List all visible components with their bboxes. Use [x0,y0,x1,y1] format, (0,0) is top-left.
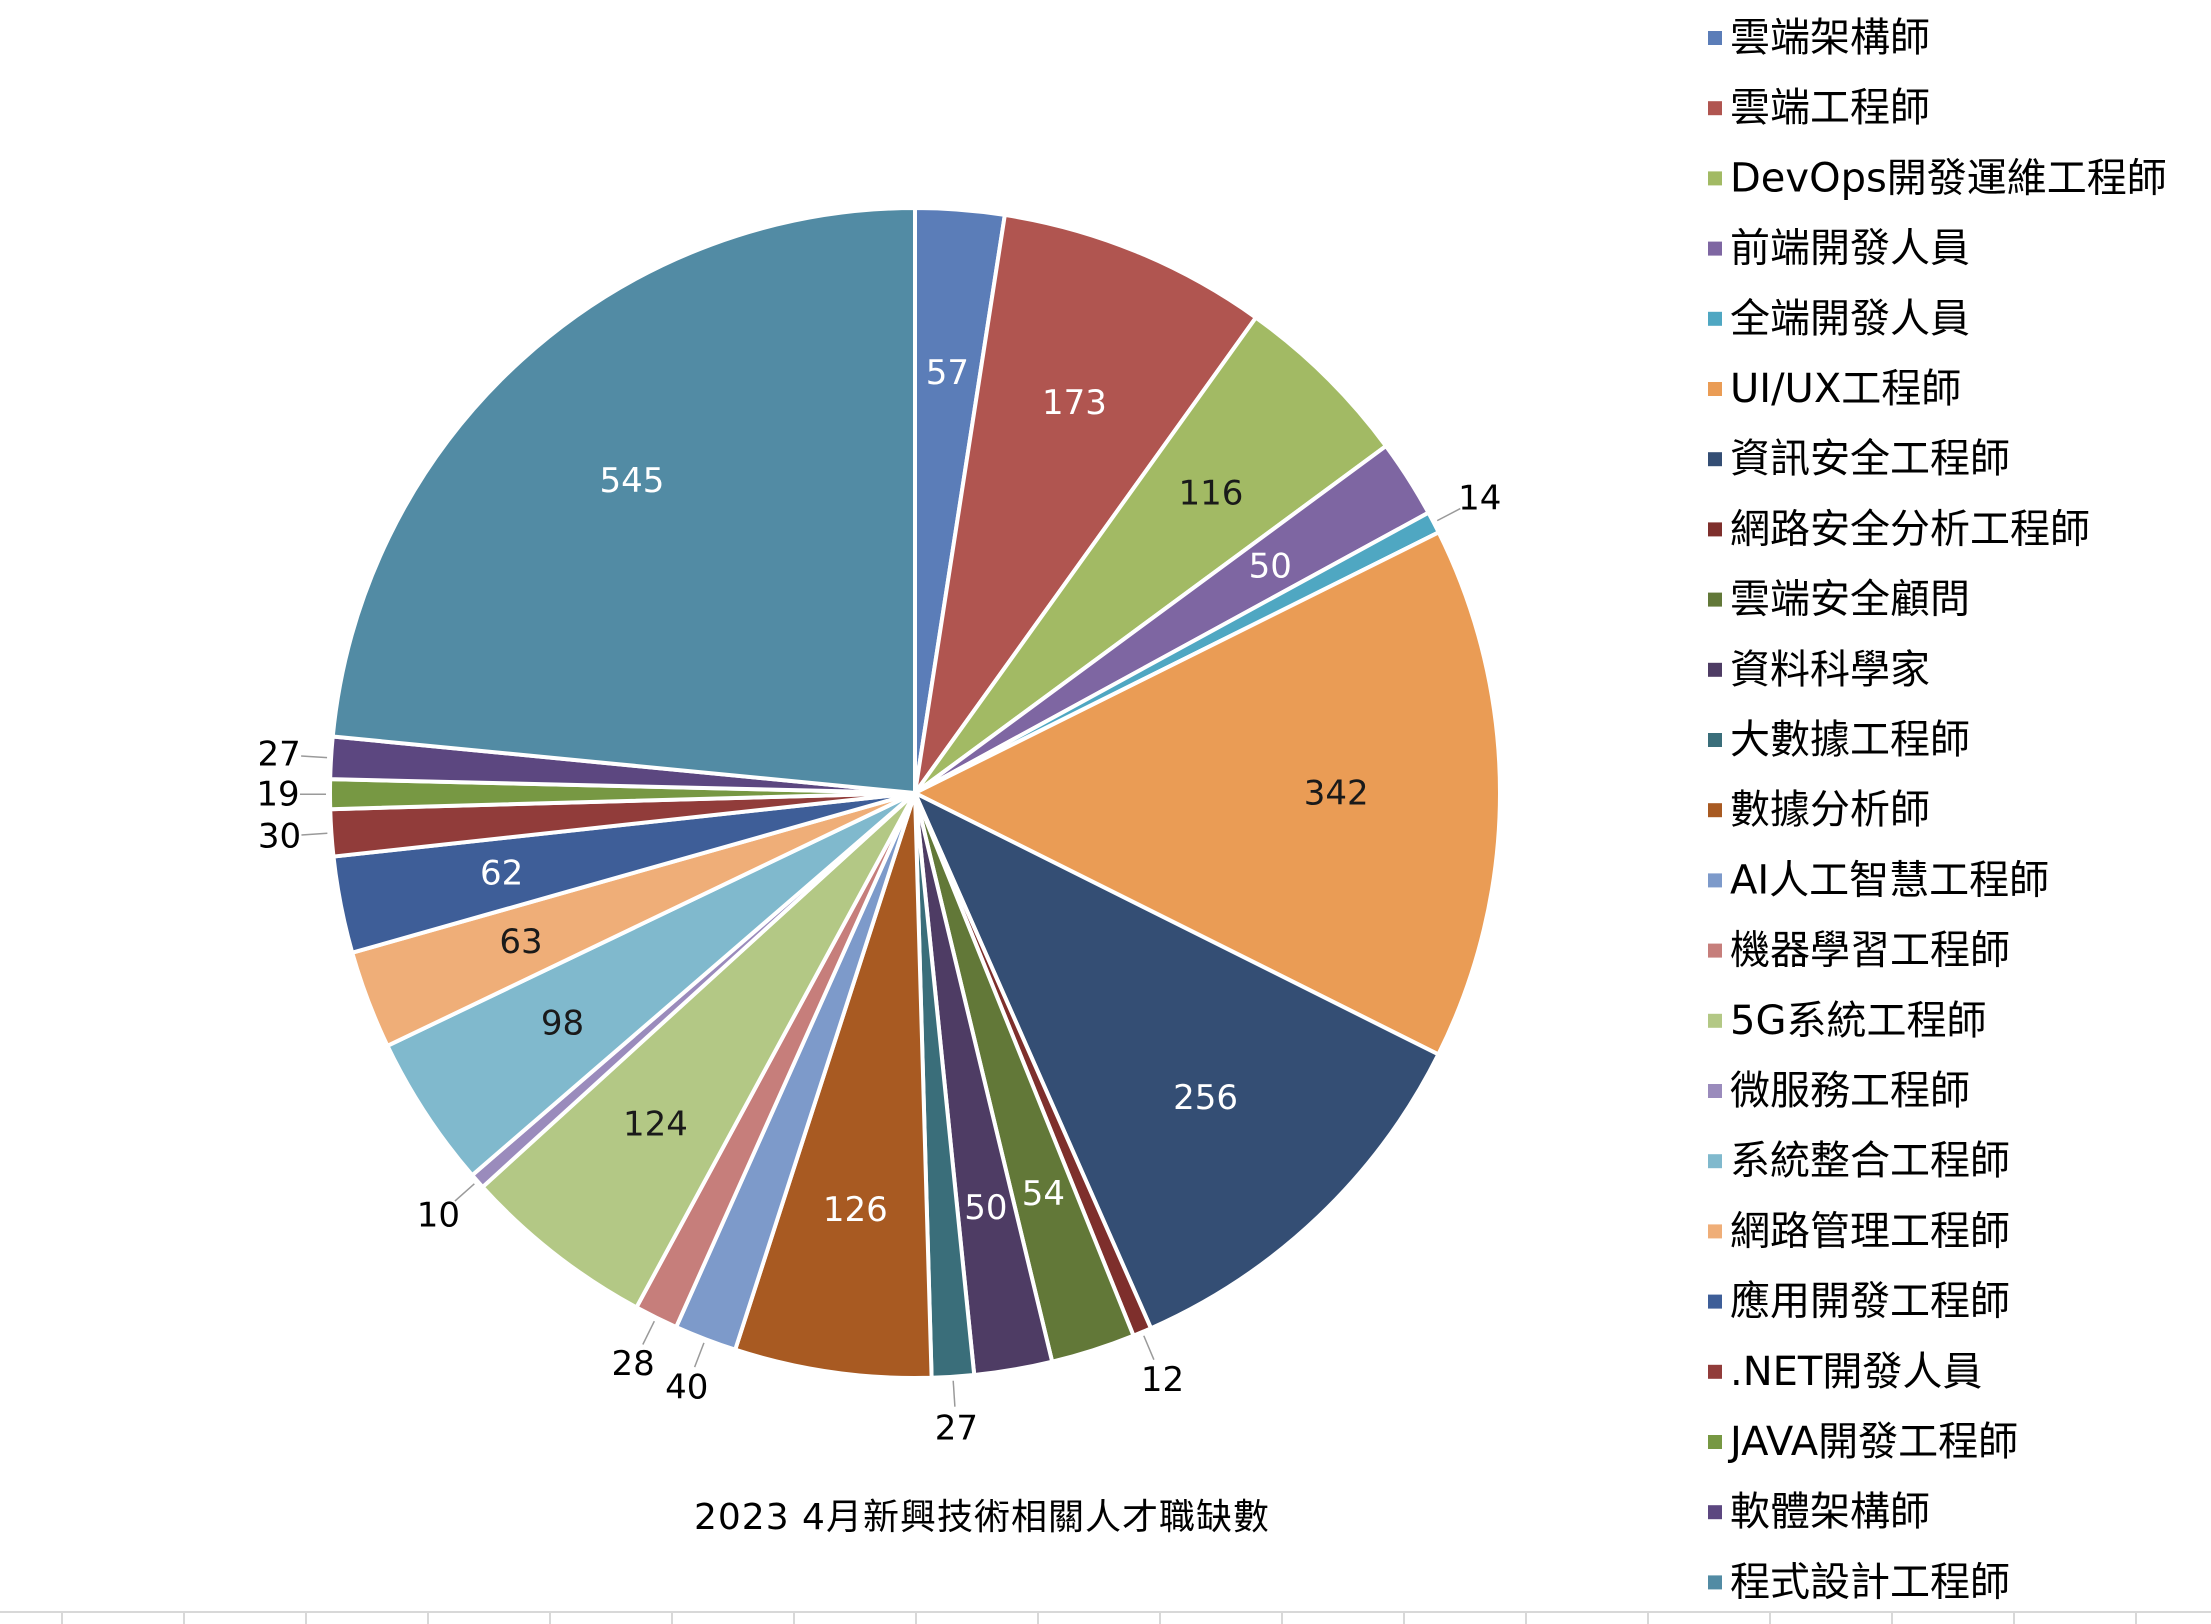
pie-slice-3 [913,315,1388,795]
legend-swatch-19 [1708,1294,1722,1309]
pie-slice-6 [913,530,1502,1057]
legend-label-2: 雲端工程師 [1730,85,1930,131]
leader-line-5 [1436,507,1461,522]
legend-swatch-17 [1708,1154,1722,1169]
leader-line-16 [454,1183,475,1202]
legend-label-14: 機器學習工程師 [1730,928,2010,974]
data-label-16: 10 [417,1196,460,1236]
legend-label-19: 應用開發工程師 [1730,1279,2010,1325]
spreadsheet-grid-strip [0,1611,2211,1624]
legend-label-16: 微服務工程師 [1730,1068,1970,1114]
legend-label-22: 軟體架構師 [1730,1489,1930,1535]
data-label-7: 256 [1173,1078,1238,1118]
legend-swatch-21 [1708,1435,1722,1449]
data-label-20: 30 [258,816,301,856]
legend-swatch-2 [1708,101,1722,116]
legend-label-9: 雲端安全顧問 [1730,577,1970,623]
data-label-2: 173 [1042,383,1107,423]
legend-label-13: AI人工智慧工程師 [1730,857,2049,903]
leader-line-11 [952,1380,956,1407]
leader-line-8 [1143,1335,1155,1360]
legend-label-5: 全端開發人員 [1730,296,1970,342]
pie-slice-15 [480,791,917,1310]
data-label-3: 116 [1178,473,1243,513]
data-label-19: 62 [480,854,523,894]
legend-label-8: 網路安全分析工程師 [1730,506,2090,552]
data-label-9: 54 [1022,1174,1065,1214]
legend-swatch-23 [1708,1575,1722,1590]
leader-line-22 [301,755,328,759]
leader-line-20 [301,832,328,836]
legend-swatch-14 [1708,943,1722,958]
legend-swatch-18 [1708,1224,1722,1239]
legend-label-21: JAVA開發工程師 [1727,1419,2018,1465]
pie-slices [328,206,1502,1380]
data-label-15: 124 [623,1105,688,1145]
legend-swatch-20 [1708,1364,1722,1379]
data-label-6: 342 [1304,773,1369,813]
data-label-13: 40 [665,1368,708,1408]
legend-swatch-12 [1708,803,1722,818]
legend-label-15: 5G系統工程師 [1730,998,1986,1044]
legend-label-6: UI/UX工程師 [1730,366,1961,412]
data-labels: 5717311650143422561254502712640281241098… [256,353,1501,1449]
legend-label-11: 大數據工程師 [1730,717,1970,763]
legend-swatch-13 [1708,873,1722,888]
legend-swatch-11 [1708,733,1722,747]
legend-label-18: 網路管理工程師 [1730,1208,2010,1254]
data-label-5: 14 [1458,478,1501,518]
data-label-22: 27 [258,735,301,775]
leader-line-13 [693,1342,705,1368]
legend-swatch-6 [1708,382,1722,396]
legend-swatch-16 [1708,1084,1722,1098]
legend-label-12: 數據分析師 [1730,787,1930,833]
legend-label-10: 資料科學家 [1730,647,1930,693]
chart-title: 2023 4月新興技術相關人才職缺數 [694,1497,1270,1538]
data-label-11: 27 [935,1409,978,1449]
pie-slice-23 [330,206,917,795]
legend-label-7: 資訊安全工程師 [1730,436,2010,482]
pie-slice-12 [733,791,934,1380]
data-label-18: 63 [499,922,542,962]
legend-swatch-8 [1708,522,1722,537]
data-label-8: 12 [1141,1360,1184,1400]
legend-label-3: DevOps開發運維工程師 [1730,155,2167,201]
data-label-4: 50 [1249,547,1292,587]
data-label-21: 19 [256,774,299,814]
legend-swatch-1 [1708,31,1722,45]
pie-slice-7 [913,791,1441,1331]
data-label-23: 545 [599,461,664,501]
legend-swatch-9 [1708,592,1722,607]
legend-swatch-4 [1708,241,1722,256]
legend-swatch-7 [1708,452,1722,467]
data-label-17: 98 [541,1004,584,1044]
legend-label-4: 前端開發人員 [1730,226,1970,272]
data-label-12: 126 [823,1190,888,1230]
leader-lines [299,507,1461,1407]
legend-label-20: .NET開發人員 [1730,1349,1982,1395]
leader-line-14 [642,1320,656,1345]
pie-slice-2 [913,212,1258,795]
legend-swatch-10 [1708,662,1722,677]
data-label-10: 50 [964,1188,1007,1228]
data-label-1: 57 [926,353,969,393]
legend-swatch-15 [1708,1013,1722,1028]
legend-label-17: 系統整合工程師 [1730,1138,2010,1184]
legend-swatch-22 [1708,1505,1722,1520]
legend-swatch-3 [1708,171,1722,186]
legend-swatch-5 [1708,311,1722,326]
legend-label-1: 雲端架構師 [1730,15,1930,61]
data-label-14: 28 [611,1344,654,1384]
legend-label-23: 程式設計工程師 [1730,1559,2010,1605]
